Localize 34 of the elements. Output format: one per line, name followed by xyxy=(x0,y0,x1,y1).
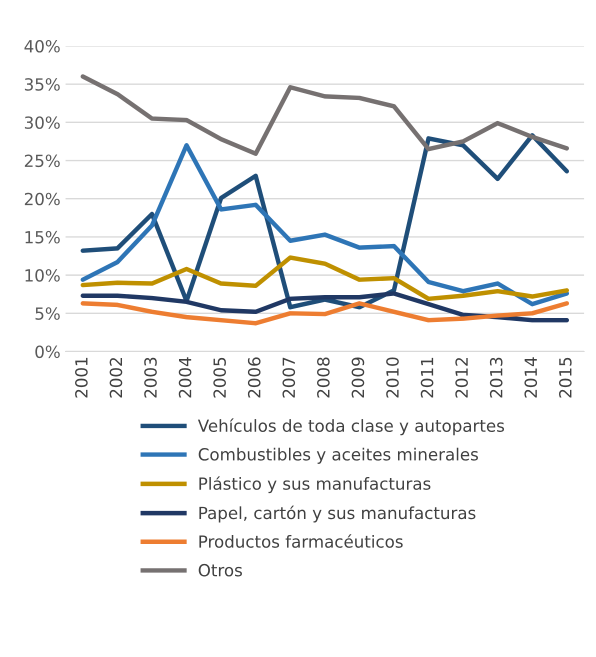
x-tick-label: 2013 xyxy=(490,358,502,398)
legend-label: Productos farmacéuticos xyxy=(199,534,403,548)
x-tick-label: 2014 xyxy=(524,357,538,398)
y-tick-label: 5% xyxy=(36,307,60,320)
x-tick-label: 2011 xyxy=(420,358,434,398)
legend-label: Papel, cartón y sus manufacturas xyxy=(199,506,476,522)
y-tick-label: 10% xyxy=(25,269,60,282)
x-tick-label: 2009 xyxy=(352,358,364,398)
x-tick-label: 2015 xyxy=(559,358,572,398)
line-series xyxy=(80,301,570,326)
legend-label: Vehículos de toda clase y autopartes xyxy=(198,418,504,436)
x-tick-label: 2001 xyxy=(75,358,88,398)
x-tick-label: 2008 xyxy=(317,358,330,398)
y-tick-label: 30% xyxy=(24,116,60,129)
legend-label: Combustibles y aceites minerales xyxy=(198,448,478,464)
x-tick-label: 2006 xyxy=(248,357,261,398)
y-tick-label: 40% xyxy=(24,40,60,53)
y-tick-label: 25% xyxy=(24,154,60,168)
legend-label: Otros xyxy=(198,564,242,576)
y-tick-label: 35% xyxy=(24,78,60,91)
y-tick-label: 15% xyxy=(25,230,60,244)
x-tick-label: 2002 xyxy=(110,358,122,398)
x-tick-label: 2005 xyxy=(213,358,226,398)
y-tick-label: 20% xyxy=(24,192,60,206)
line-series xyxy=(80,291,570,322)
x-tick-label: 2007 xyxy=(282,358,296,398)
line-series xyxy=(80,255,570,302)
x-tick-label: 2010 xyxy=(386,357,399,398)
x-tick-label: 2003 xyxy=(144,358,157,398)
y-tick-label: 0% xyxy=(35,345,60,358)
x-tick-label: 2012 xyxy=(455,358,468,398)
legend-label: Plástico y sus manufacturas xyxy=(199,476,430,494)
x-tick-label: 2004 xyxy=(178,357,192,398)
line-series xyxy=(80,74,570,156)
